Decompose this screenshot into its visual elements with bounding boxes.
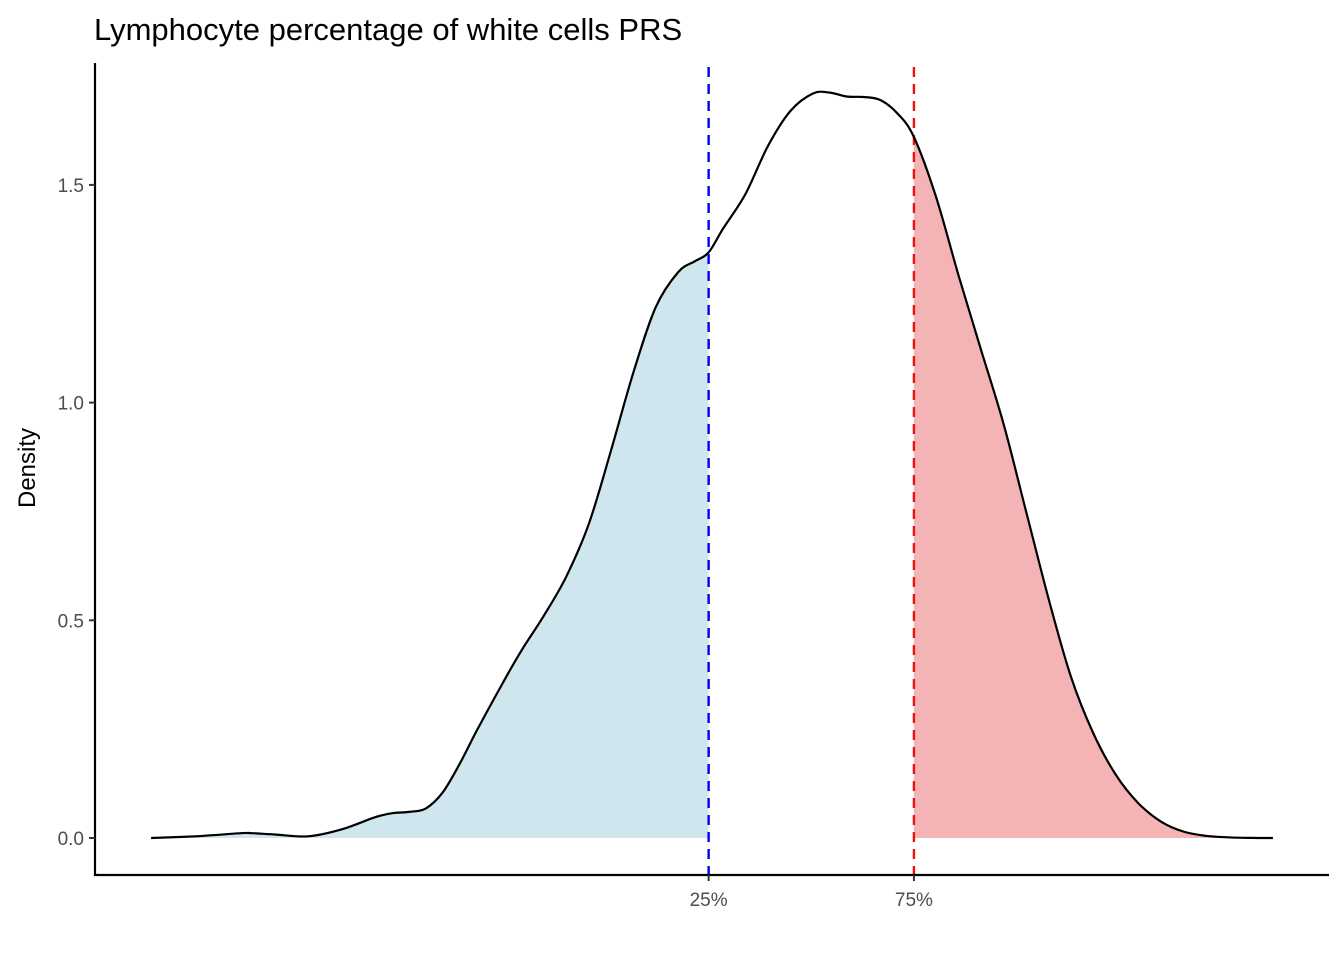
upper-quartile-fill [913,137,1273,838]
x-ticks: 25% 75% [690,875,933,911]
y-tick-label: 1.5 [58,176,84,197]
y-tick-label: 0.0 [58,829,84,850]
lower-quartile-fill [151,252,709,838]
density-curve [151,90,1273,840]
quantile-fills [151,137,1273,838]
y-tick-label: 1.0 [58,394,84,415]
x-tick-label: 75% [895,890,933,911]
chart-title: Lymphocyte percentage of white cells PRS [94,12,682,47]
y-ticks: 0.0 0.5 1.0 1.5 [58,176,95,850]
quantile-lines [707,67,916,875]
y-tick-label: 0.5 [58,611,84,632]
y-axis-label: Density [14,428,41,508]
x-tick-label: 25% [690,890,728,911]
